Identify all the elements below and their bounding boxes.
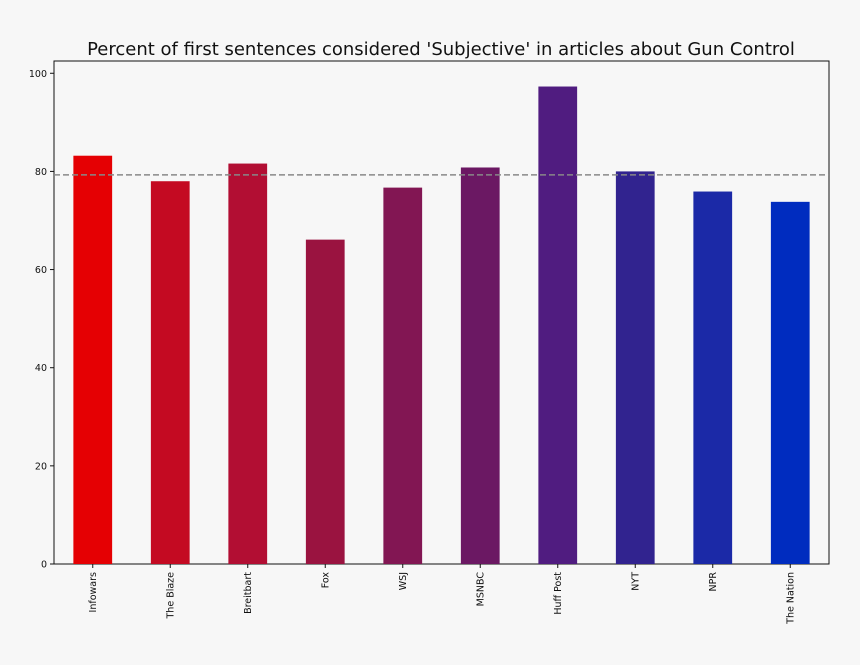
axis-layer: Infowars The Blaze Breitbart Fox WSJ MSNBC Huf… [29,69,796,625]
x-tick-label: WSJ [398,572,409,590]
y-tick-label: 100 [29,69,47,80]
bar-the-nation [770,201,810,564]
bar-the-blaze [150,181,190,565]
y-tick-label: 40 [35,363,47,374]
chart-title: Percent of first sentences considered 'S… [87,39,795,60]
x-tick-label: Infowars [88,572,99,612]
bar-wsj [383,187,423,565]
x-tick-label: NYT [630,572,641,591]
bar-npr [693,191,733,564]
x-tick-label: MSNBC [475,572,486,607]
bar-breitbart [228,163,268,564]
y-tick-label: 20 [35,461,47,472]
bar-fox [305,239,345,564]
bars-layer [73,86,810,565]
x-tick-label: Fox [320,572,331,589]
x-tick-label: Breitbart [243,572,254,614]
y-tick-label: 80 [35,167,47,178]
bar-huff-post [538,86,578,565]
x-tick-label: The Nation [785,572,796,625]
x-tick-label: Huff Post [553,572,564,615]
y-tick-label: 60 [35,265,47,276]
bar-nyt [615,171,655,564]
y-tick-label: 0 [41,560,47,571]
bar-msnbc [460,167,500,565]
x-tick-label: NPR [708,572,719,592]
x-tick-label: The Blaze [165,572,176,620]
bar-infowars [73,155,113,564]
